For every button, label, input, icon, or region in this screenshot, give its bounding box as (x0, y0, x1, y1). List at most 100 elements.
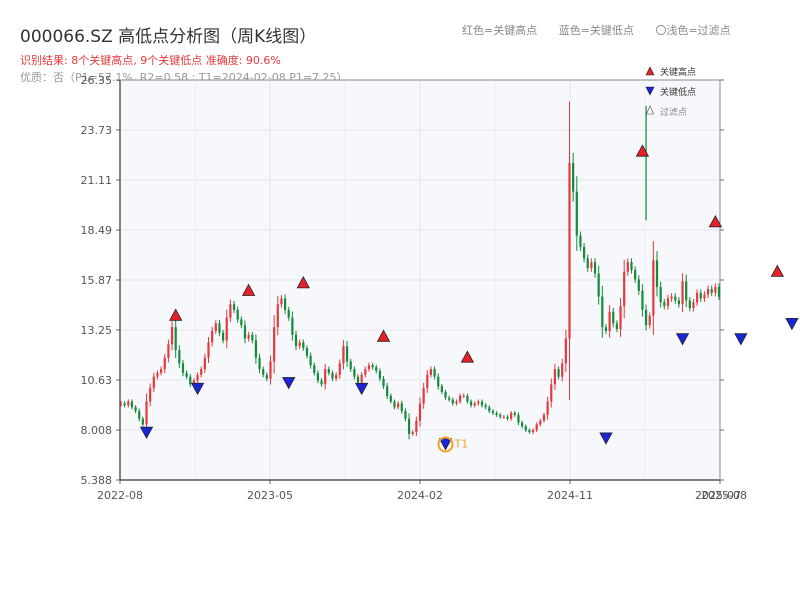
candle-body (236, 309, 239, 320)
candle-body (630, 262, 633, 270)
candle-body (714, 287, 717, 293)
candle-body (371, 365, 374, 368)
key-high-marker (169, 308, 183, 321)
candle-body (422, 388, 425, 404)
candle-body (243, 325, 247, 339)
candle-body (462, 395, 465, 397)
candle-body (229, 304, 232, 318)
candle-body (192, 380, 196, 385)
key-high-marker (770, 264, 785, 277)
candle-body (608, 311, 611, 331)
legend-filtered-icon (646, 105, 654, 115)
candle-body (287, 309, 290, 318)
candle-body (685, 281, 688, 301)
key-low-marker (354, 382, 369, 396)
candle-body (232, 304, 236, 310)
candle-body (681, 281, 684, 305)
candle-body (134, 407, 137, 412)
candle-body (670, 296, 673, 299)
candle-body (240, 319, 243, 326)
x-tick-label: 2023-05 (247, 489, 293, 502)
candle-body (404, 411, 407, 419)
t1-marker (437, 436, 454, 453)
candle-body (283, 298, 287, 310)
candle-body (167, 344, 170, 358)
candle-body (433, 369, 436, 377)
candle-body (400, 403, 403, 412)
candle-body (542, 414, 546, 421)
candle-body (473, 403, 476, 406)
candle-body (214, 323, 217, 331)
candle-body (294, 334, 298, 347)
candle-body (550, 384, 553, 402)
candle-body (119, 403, 123, 405)
candle-body (200, 369, 203, 375)
candle-body (189, 376, 192, 385)
candle-body (393, 401, 396, 408)
candle-body (327, 369, 330, 373)
y-tick-label: 15.87 (81, 274, 113, 287)
legend-filtered-label: 过滤点 (660, 106, 687, 118)
candle-body (247, 334, 250, 339)
key-low-marker (734, 333, 748, 346)
candle-body (145, 401, 148, 425)
candle-body (411, 432, 414, 434)
x-tick-label: 2022-08 (97, 489, 143, 502)
candle-body (440, 386, 443, 392)
candle-body (619, 306, 622, 330)
candle-body (273, 327, 276, 362)
candle-body (338, 363, 341, 375)
key-high-marker (296, 276, 310, 289)
candle-body (710, 288, 713, 293)
candle-body (615, 323, 619, 330)
candle-body (601, 296, 604, 328)
candle-body (378, 371, 381, 379)
candle-body (575, 191, 578, 236)
candle-body (703, 294, 706, 299)
candle-body (331, 372, 334, 379)
candle-body (582, 246, 586, 259)
candle-body (163, 357, 166, 370)
legend-low-label: 关键低点 (660, 86, 696, 98)
key-high-marker (708, 214, 723, 228)
y-tick-label: 26.35 (81, 74, 113, 87)
candle-body (688, 300, 691, 309)
candle-body (364, 369, 367, 375)
y-tick-label: 18.49 (81, 224, 113, 237)
color-legend: 红色=关键高点 蓝色=关键低点 〇浅色=过滤点 (462, 22, 749, 38)
candle-body (418, 403, 422, 421)
candle-body (451, 399, 454, 404)
candle-body (506, 416, 509, 419)
chart-title: 000066.SZ 高低点分析图（周K线图） (20, 27, 317, 47)
candle-body (510, 412, 513, 419)
y-tick-label: 8.008 (81, 424, 113, 437)
legend-low-icon (645, 86, 655, 96)
candle-body (466, 395, 469, 402)
candle-body (699, 292, 702, 299)
candle-body (335, 374, 338, 379)
candle-body (539, 420, 542, 425)
candle-body (692, 302, 695, 309)
candle-body (309, 355, 312, 366)
candle-body (535, 424, 538, 431)
candle-body (127, 401, 130, 406)
key-high-marker (460, 350, 475, 363)
x-tick-label: 2025-07 (695, 489, 741, 502)
candle-body (141, 418, 144, 425)
y-tick-label: 10.63 (81, 374, 113, 387)
candle-body (717, 287, 721, 297)
candle-body (353, 369, 356, 377)
candle-body (258, 357, 261, 370)
legend-high-icon (645, 66, 655, 76)
candle-body (597, 273, 600, 297)
candle-body (488, 407, 491, 412)
candle-body (648, 315, 651, 326)
candle-body (160, 369, 163, 373)
candle-body (203, 357, 206, 370)
y-tick-label: 23.73 (81, 124, 113, 137)
candle-body (218, 323, 221, 333)
key-low-marker (599, 432, 613, 445)
candle-body (644, 309, 648, 326)
candle-body (437, 376, 440, 387)
candle-body (491, 411, 495, 413)
